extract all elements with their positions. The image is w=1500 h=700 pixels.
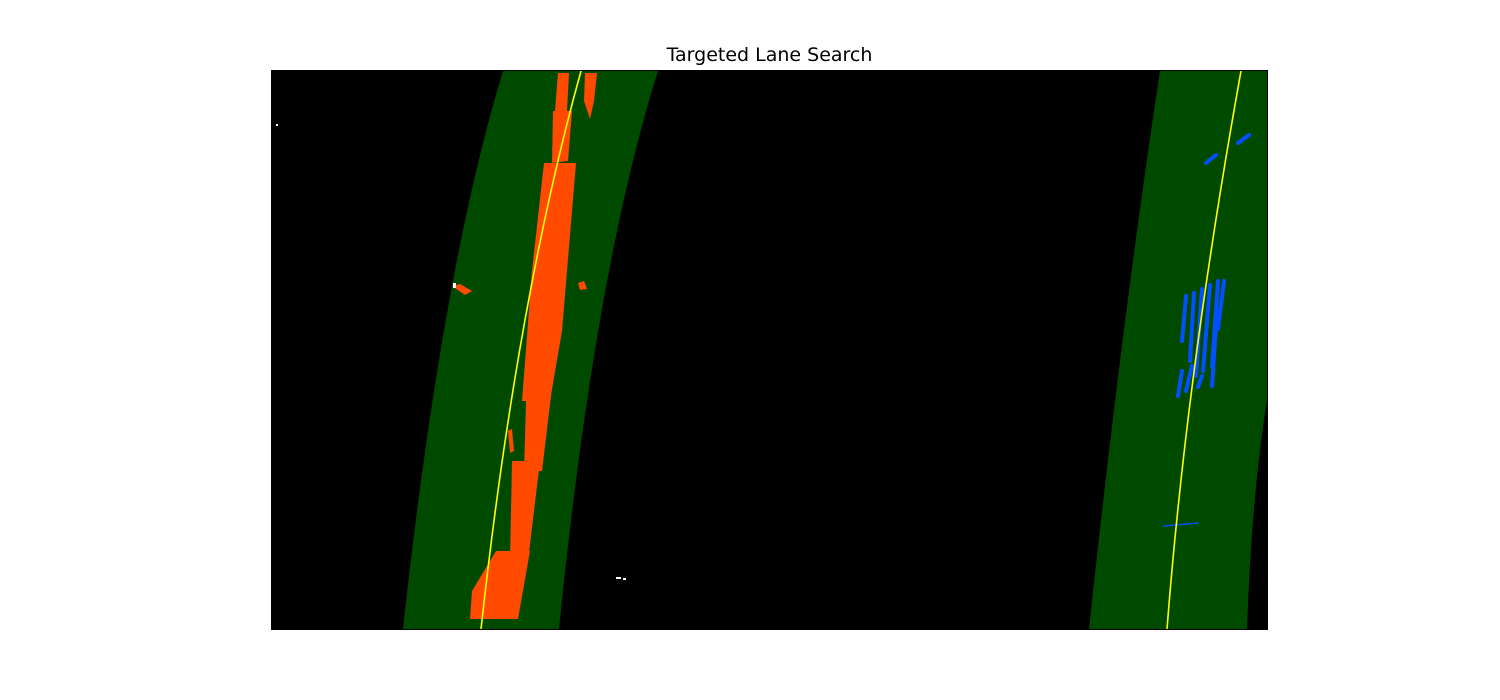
right-fit-line: [1166, 71, 1242, 629]
right-search-window: [1089, 71, 1267, 629]
image-axes: [271, 70, 1268, 630]
left-fit-line: [480, 71, 582, 629]
lane-image: [272, 71, 1267, 629]
left-lane-pixels: [452, 73, 597, 619]
noise-specks: [276, 124, 626, 580]
plot-title: Targeted Lane Search: [666, 44, 873, 66]
